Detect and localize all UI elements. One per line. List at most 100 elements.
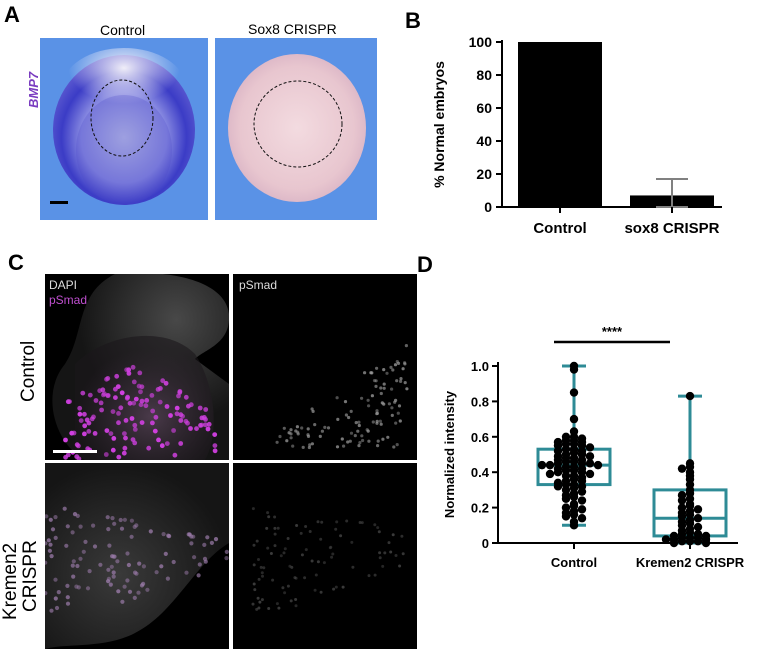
nucleus-dot [358,441,362,445]
nucleus-dot [112,521,117,526]
nucleus-dot [75,563,80,569]
nucleus-dot [110,409,116,414]
d-y-tick-label: 0.6 [471,430,489,445]
nucleus-dot [326,426,331,430]
nucleus-dot [398,419,402,423]
nucleus-dot [127,589,133,594]
nucleus-dot [197,562,202,567]
d-data-point [577,487,587,496]
b-x-tick-label: sox8 CRISPR [624,220,719,237]
nucleus-dot [330,555,334,559]
nucleus-dot [398,564,402,568]
nucleus-dot [358,521,362,524]
nucleus-dot [46,538,51,543]
d-data-point [569,521,579,530]
nucleus-dot [396,411,400,415]
nucleus-dot [395,379,399,383]
nucleus-dot [71,559,76,564]
nucleus-dot [361,438,365,443]
nucleus-dot [375,412,379,416]
d-y-tick-label: 0.8 [471,394,489,409]
nucleus-dot [139,384,145,390]
nucleus-dot [311,409,315,413]
nucleus-dot [400,534,404,538]
nucleus-dot [188,402,194,408]
nucleus-dot [139,398,145,404]
nucleus-dot [82,423,88,429]
nucleus-dot [62,506,67,511]
nucleus-dot [357,420,361,424]
nucleus-dot [87,392,93,398]
nucleus-dot [331,552,335,556]
nucleus-dot [401,552,405,556]
nucleus-dot [159,564,164,569]
nucleus-dot [89,416,95,422]
b-y-tick-label: 20 [476,166,492,182]
nucleus-dot [261,574,264,578]
nucleus-dot [104,428,110,433]
nucleus-dot [99,407,104,413]
nucleus-dot [347,415,351,420]
nucleus-dot [160,378,166,384]
nucleus-dot [395,443,399,447]
nucleus-dot [85,586,91,591]
psmad-channel-label-magenta: pSmad [49,293,88,307]
nucleus-dot [122,517,127,522]
nucleus-dot [257,606,261,610]
nucleus-dot [106,527,111,532]
nucleus-dot [343,400,348,404]
d-data-point [577,496,587,505]
nucleus-dot [335,445,340,449]
nucleus-dot [105,393,111,398]
nucleus-dot [132,422,138,428]
nucleus-dot [391,368,395,372]
nucleus-dot [290,565,294,569]
nucleus-dot [212,443,218,448]
nucleus-dot [148,529,153,534]
nucleus-dot [186,532,191,537]
nucleus-dot [319,537,323,541]
nucleus-dot [192,555,197,560]
nucleus-dot [370,394,374,398]
nucleus-dot [291,444,295,448]
nucleus-dot [122,584,127,589]
nucleus-dot [174,405,180,411]
nucleus-dot [375,366,379,370]
nucleus-dot [49,608,54,613]
nucleus-dot [143,403,149,409]
chart-d: 0 0.2 0.4 0.6 0.8 1.0 Normalized intensity ****… [442,324,745,570]
nucleus-dot [76,585,81,590]
nucleus-dot [374,384,378,388]
d-data-point [693,514,703,523]
nucleus-dot [131,379,137,385]
nucleus-dot [310,559,314,563]
nucleus-dot [71,430,77,436]
d-x-tick-label: Control [551,555,597,570]
nucleus-dot [401,367,405,371]
nucleus-dot [289,599,293,603]
nucleus-dot [332,587,336,591]
nucleus-dot [282,551,286,555]
nucleus-dot [132,595,137,600]
nucleus-dot [177,390,183,395]
nucleus-dot [273,532,277,536]
d-significance-label: **** [602,324,623,339]
nucleus-dot [295,425,299,429]
nucleus-dot [132,427,138,432]
nucleus-dot [212,448,218,454]
nucleus-dot [125,551,130,556]
nucleus-dot [282,426,286,430]
d-data-point [585,459,595,468]
nucleus-dot [300,426,304,430]
nucleus-dot [273,526,277,530]
d-data-point [569,510,579,519]
nucleus-dot [382,368,386,372]
nucleus-dot [48,542,53,547]
nucleus-dot [164,441,170,446]
nucleus-dot [92,431,98,436]
d-data-point [585,469,595,479]
nucleus-dot [150,420,155,426]
nucleus-dot [329,545,333,549]
nucleus-dot [65,524,70,529]
nucleus-dot [105,515,110,520]
